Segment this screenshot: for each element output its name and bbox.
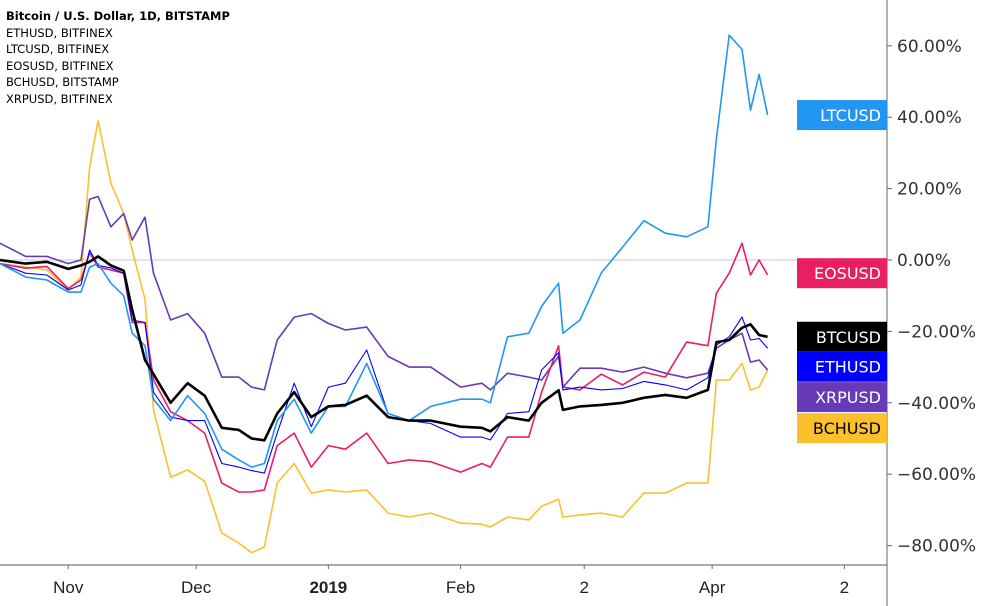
legend-title: Bitcoin / U.S. Dollar, 1D, BITSTAMP xyxy=(6,9,230,23)
legend-item-xrp: XRPUSD, BITFINEX xyxy=(6,91,113,106)
y-tick-label: 40.00% xyxy=(897,108,962,128)
series-line-eosusd xyxy=(0,242,769,493)
y-tick-label: 20.00% xyxy=(897,180,962,200)
series-line-xrpusd xyxy=(0,195,769,391)
series-line-ltcusd xyxy=(0,34,769,468)
price-tag-label: XRPUSD xyxy=(815,388,881,407)
x-tick-label: 2 xyxy=(840,578,849,597)
legend-item-ltc: LTCUSD, BITFINEX xyxy=(6,42,110,57)
legend: Bitcoin / U.S. Dollar, 1D, BITSTAMP ETHU… xyxy=(6,8,230,108)
price-tag-ethusd xyxy=(797,351,887,382)
x-tick-label: 2 xyxy=(579,578,588,597)
legend-item-bch: BCHUSD, BITSTAMP xyxy=(6,75,119,90)
price-tag-bchusd xyxy=(797,413,887,444)
x-tick-label: Nov xyxy=(53,578,84,597)
legend-item-eth: ETHUSD, BITFINEX xyxy=(6,25,113,40)
price-tag-label: BCHUSD xyxy=(813,419,881,438)
x-tick-label: 2019 xyxy=(309,578,347,597)
price-tag-eosusd xyxy=(797,258,887,289)
price-tag-btcusd xyxy=(797,321,887,352)
y-tick-label: −20.00% xyxy=(897,322,976,342)
y-tick-label: −80.00% xyxy=(897,537,976,557)
series-line-ethusd xyxy=(0,249,769,474)
y-tick-label: −60.00% xyxy=(897,465,976,485)
series-line-bchusd xyxy=(0,120,769,554)
y-tick-label: 0.00% xyxy=(897,251,951,271)
price-tag-label: LTCUSD xyxy=(820,106,881,125)
y-tick-label: −40.00% xyxy=(897,394,976,414)
price-tag-label: ETHUSD xyxy=(815,358,881,377)
y-tick-label: 60.00% xyxy=(897,37,962,57)
x-tick-label: Apr xyxy=(699,578,726,597)
price-tag-label: BTCUSD xyxy=(816,328,881,347)
x-tick-label: Dec xyxy=(181,578,212,597)
legend-item-eos: EOSUSD, BITFINEX xyxy=(6,58,114,73)
price-tag-label: EOSUSD xyxy=(814,264,881,283)
series-line-btcusd xyxy=(0,255,768,442)
price-tag-ltcusd xyxy=(797,100,887,131)
price-tag-xrpusd xyxy=(797,382,887,413)
x-tick-label: Feb xyxy=(446,578,475,597)
